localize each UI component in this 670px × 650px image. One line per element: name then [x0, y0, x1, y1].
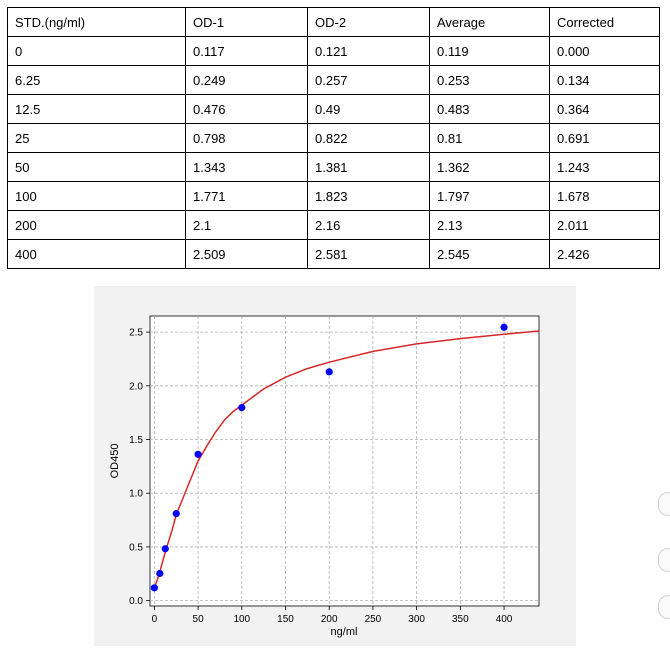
- table-cell: 0.691: [549, 123, 660, 153]
- table-cell: 0.798: [185, 123, 308, 153]
- table-row: 12.5 0.476 0.49 0.483 0.364: [7, 94, 660, 124]
- table-cell: 1.678: [549, 181, 660, 211]
- table-cell: 1.243: [549, 152, 660, 182]
- table-cell: 0.49: [307, 94, 430, 124]
- table-cell: 0.81: [429, 123, 550, 153]
- x-tick-label: 0: [152, 614, 158, 625]
- standard-curve-chart: 0 50 100 150 200 250 300 350 400 0.0 0.5 1.0 1.5 2.0 2…: [109, 315, 540, 638]
- data-point: [156, 569, 164, 578]
- data-point: [238, 404, 246, 412]
- table-row: 100 1.771 1.823 1.797 1.678: [7, 181, 660, 211]
- table-cell: 0.822: [307, 123, 430, 153]
- edge-scroll-icon[interactable]: [658, 595, 670, 619]
- table-header-cell: STD.(ng/ml): [7, 7, 186, 37]
- plot-area: [149, 315, 540, 607]
- table-cell: 0.117: [185, 36, 308, 66]
- table-cell: 2.1: [185, 210, 308, 240]
- table-cell: 2.426: [549, 239, 660, 269]
- y-tick-label: 2.0: [129, 381, 143, 392]
- table-cell: 2.545: [429, 239, 550, 269]
- table-cell: 6.25: [7, 65, 186, 95]
- x-axis-label: ng/ml: [331, 626, 358, 638]
- x-tick-label: 50: [193, 614, 205, 625]
- standards-table-body: STD.(ng/ml) OD-1 OD-2 Average Corrected 0 0.11…: [7, 7, 660, 269]
- table-cell: 0: [7, 36, 186, 66]
- table-row: 200 2.1 2.16 2.13 2.011: [7, 210, 660, 240]
- table-cell: 50: [7, 152, 186, 182]
- table-header-cell: Average: [429, 7, 550, 37]
- table-cell: 0.253: [429, 65, 550, 95]
- table-cell: 0.121: [307, 36, 430, 66]
- y-tick-label: 0.5: [129, 542, 143, 553]
- x-tick-label: 300: [408, 614, 425, 625]
- point-layer: [150, 323, 508, 592]
- y-tick-label: 1.0: [129, 489, 143, 500]
- standards-table: STD.(ng/ml) OD-1 OD-2 Average Corrected 0 0.11…: [7, 7, 660, 269]
- table-cell: 100: [7, 181, 186, 211]
- edge-scroll-icon[interactable]: [658, 492, 670, 516]
- table-cell: 0.119: [429, 36, 550, 66]
- table-cell: 1.381: [307, 152, 430, 182]
- y-tick-label: 0.0: [129, 596, 143, 607]
- curve-layer: [153, 330, 540, 588]
- table-cell: 12.5: [7, 94, 186, 124]
- table-cell: 2.13: [429, 210, 550, 240]
- table-cell: 1.362: [429, 152, 550, 182]
- data-point: [500, 323, 508, 331]
- table-header-row: STD.(ng/ml) OD-1 OD-2 Average Corrected: [7, 7, 660, 37]
- table-cell: 0.364: [549, 94, 660, 124]
- y-tick-label: 1.5: [129, 435, 143, 446]
- table-row: 25 0.798 0.822 0.81 0.691: [7, 123, 660, 153]
- data-point: [325, 368, 333, 376]
- table-cell: 1.823: [307, 181, 430, 211]
- table-cell: 0.257: [307, 65, 430, 95]
- tick-layer: 0 50 100 150 200 250 300 350 400 0.0 0.5 1.0 1.5 2.0 2…: [129, 328, 513, 625]
- x-tick-label: 100: [233, 614, 250, 625]
- x-tick-label: 200: [321, 614, 338, 625]
- table-cell: 25: [7, 123, 186, 153]
- x-tick-label: 250: [365, 614, 382, 625]
- x-tick-label: 400: [496, 614, 513, 625]
- x-tick-label: 150: [277, 614, 294, 625]
- table-cell: 1.343: [185, 152, 308, 182]
- table-cell: 1.797: [429, 181, 550, 211]
- edge-scroll-icon[interactable]: [658, 548, 670, 572]
- table-cell: 1.771: [185, 181, 308, 211]
- table-row: 400 2.509 2.581 2.545 2.426: [7, 239, 660, 269]
- data-point: [194, 450, 202, 458]
- table-row: 6.25 0.249 0.257 0.253 0.134: [7, 65, 660, 95]
- table-cell: 2.509: [185, 239, 308, 269]
- grid-layer: [150, 316, 539, 606]
- table-header-cell: Corrected: [549, 7, 660, 37]
- table-header-cell: OD-1: [185, 7, 308, 37]
- data-point: [161, 545, 169, 553]
- fit-curve-line: [153, 330, 540, 588]
- table-cell: 0.476: [185, 94, 308, 124]
- table-cell: 0.134: [549, 65, 660, 95]
- y-tick-label: 2.5: [129, 328, 143, 339]
- table-row: 50 1.343 1.381 1.362 1.243: [7, 152, 660, 182]
- table-cell: 400: [7, 239, 186, 269]
- table-cell: 0.483: [429, 94, 550, 124]
- table-row: 0 0.117 0.121 0.119 0.000: [7, 36, 660, 66]
- table-cell: 200: [7, 210, 186, 240]
- table-cell: 2.581: [307, 239, 430, 269]
- table-cell: 0.000: [549, 36, 660, 66]
- table-cell: 2.16: [307, 210, 430, 240]
- data-point: [150, 584, 158, 592]
- table-header-cell: OD-2: [307, 7, 430, 37]
- data-point: [172, 510, 180, 518]
- x-tick-label: 350: [452, 614, 469, 625]
- y-axis-label: OD450: [109, 444, 121, 479]
- table-cell: 2.011: [549, 210, 660, 240]
- table-cell: 0.249: [185, 65, 308, 95]
